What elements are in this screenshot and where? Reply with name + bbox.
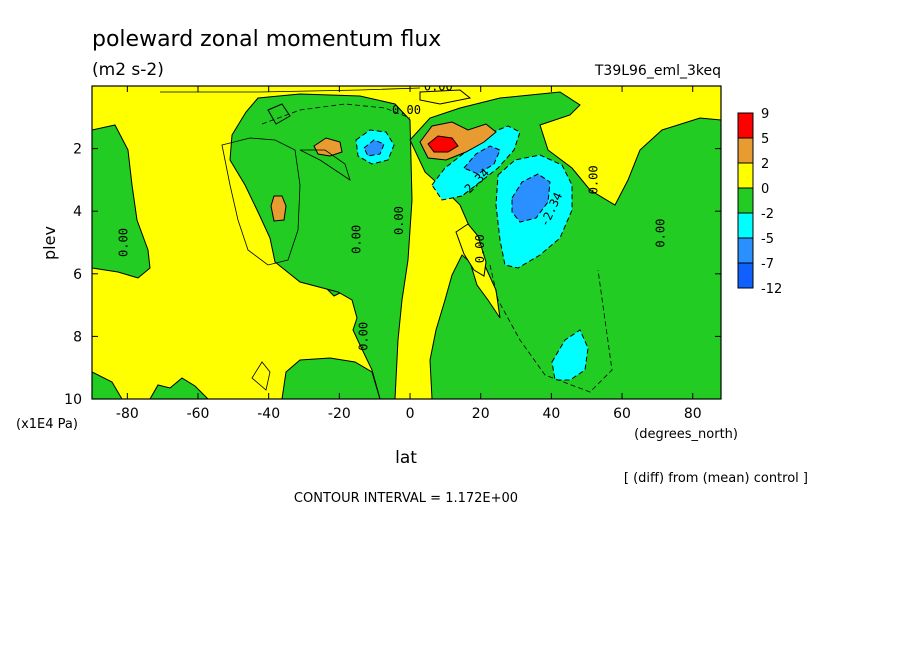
blue-core-tropics bbox=[463, 145, 501, 175]
green-region-bottom-tropics bbox=[281, 357, 381, 399]
contour-label: 0.00 bbox=[392, 206, 406, 235]
positive-contour-top bbox=[160, 87, 421, 93]
negative-contour-nh bbox=[489, 264, 613, 393]
x-tick-label: 80 bbox=[684, 406, 702, 422]
chart-title: poleward zonal momentum flux bbox=[92, 27, 441, 52]
positive-contour-sh-inner bbox=[299, 149, 351, 181]
contour-label: 0.00 bbox=[424, 80, 453, 94]
x-axis-label: lat bbox=[395, 448, 417, 468]
colorbar: 9 5 2 0 -2 -5 -7 -12 bbox=[737, 107, 782, 297]
plot-frame bbox=[91, 85, 722, 400]
x-tick-label: 0 bbox=[406, 406, 415, 422]
blue-core-nh-jet bbox=[511, 173, 551, 223]
positive-contour-sh bbox=[221, 137, 301, 266]
blue-core-south bbox=[363, 139, 385, 157]
contour-label: 0.00 bbox=[350, 225, 364, 254]
y-tick-label: 2 bbox=[73, 142, 82, 158]
colorbar-swatch bbox=[737, 237, 754, 264]
colorbar-label: 2 bbox=[761, 157, 769, 172]
negative-contour-mid bbox=[261, 103, 411, 125]
contour-label: 0.00 bbox=[473, 234, 487, 263]
contour-label: 0.00 bbox=[586, 165, 600, 194]
colorbar-swatch bbox=[737, 112, 754, 139]
contour-interval: CONTOUR INTERVAL = 1.172E+00 bbox=[294, 491, 518, 506]
x-tick-label: -40 bbox=[257, 406, 280, 422]
colorbar-swatch bbox=[737, 137, 754, 164]
plot-area: 0.000.000.00 0.000.000.000.000.000.00-2.3… bbox=[92, 80, 721, 399]
colorbar-label: -2 bbox=[761, 207, 774, 222]
colorbar-label: -12 bbox=[761, 282, 782, 297]
x-tick-label: -20 bbox=[328, 406, 351, 422]
colorbar-swatch bbox=[737, 187, 754, 214]
orange-region-lower-sh bbox=[270, 195, 287, 222]
x-axis-unit: (degrees_north) bbox=[634, 427, 738, 442]
x-tick-label: -60 bbox=[187, 406, 210, 422]
colorbar-label: 9 bbox=[761, 107, 769, 122]
colorbar-label: -5 bbox=[761, 232, 774, 247]
x-tick-label: 40 bbox=[542, 406, 560, 422]
x-tick-label: -80 bbox=[116, 406, 139, 422]
green-region-left-edge bbox=[92, 124, 151, 279]
colorbar-label: 5 bbox=[761, 132, 769, 147]
green-region-bottom-left bbox=[92, 371, 123, 399]
yellow-pocket-nh bbox=[455, 223, 487, 277]
orange-region-south bbox=[313, 137, 343, 157]
green-region-bottom-mid bbox=[149, 377, 209, 399]
contour-label: 0.00 bbox=[653, 219, 667, 248]
y-tick-label: 4 bbox=[73, 204, 82, 220]
contour-label: 0.00 bbox=[116, 228, 130, 257]
x-axis: -80 -60 -40 -20 0 20 40 60 80 bbox=[116, 86, 702, 422]
contour-label: 0.00 bbox=[357, 322, 371, 351]
red-core-tropics bbox=[427, 135, 459, 153]
y-axis: 2 4 6 8 10 bbox=[64, 142, 721, 408]
colorbar-label: -7 bbox=[761, 257, 774, 272]
colorbar-swatch bbox=[737, 262, 754, 289]
y-axis-unit: (x1E4 Pa) bbox=[16, 417, 78, 432]
colorbar-swatch bbox=[737, 162, 754, 189]
green-region-tropical-column bbox=[229, 93, 413, 399]
diff-note: [ (diff) from (mean) control ] bbox=[624, 471, 808, 486]
contour-label: 0.00 bbox=[392, 103, 421, 117]
y-tick-label: 10 bbox=[64, 392, 82, 408]
y-axis-label: plev bbox=[40, 226, 59, 260]
x-tick-label: 20 bbox=[472, 406, 490, 422]
y-tick-label: 6 bbox=[73, 267, 82, 283]
experiment-label: T39L96_eml_3keq bbox=[594, 63, 721, 79]
y-tick-label: 8 bbox=[73, 329, 82, 345]
colorbar-label: 0 bbox=[761, 182, 769, 197]
x-tick-label: 60 bbox=[613, 406, 631, 422]
chart-units: (m2 s-2) bbox=[92, 60, 164, 80]
yellow-pocket-top bbox=[419, 89, 472, 105]
colorbar-swatch bbox=[737, 212, 754, 239]
positive-contour-low bbox=[251, 361, 271, 391]
green-region-small-south bbox=[267, 103, 291, 125]
